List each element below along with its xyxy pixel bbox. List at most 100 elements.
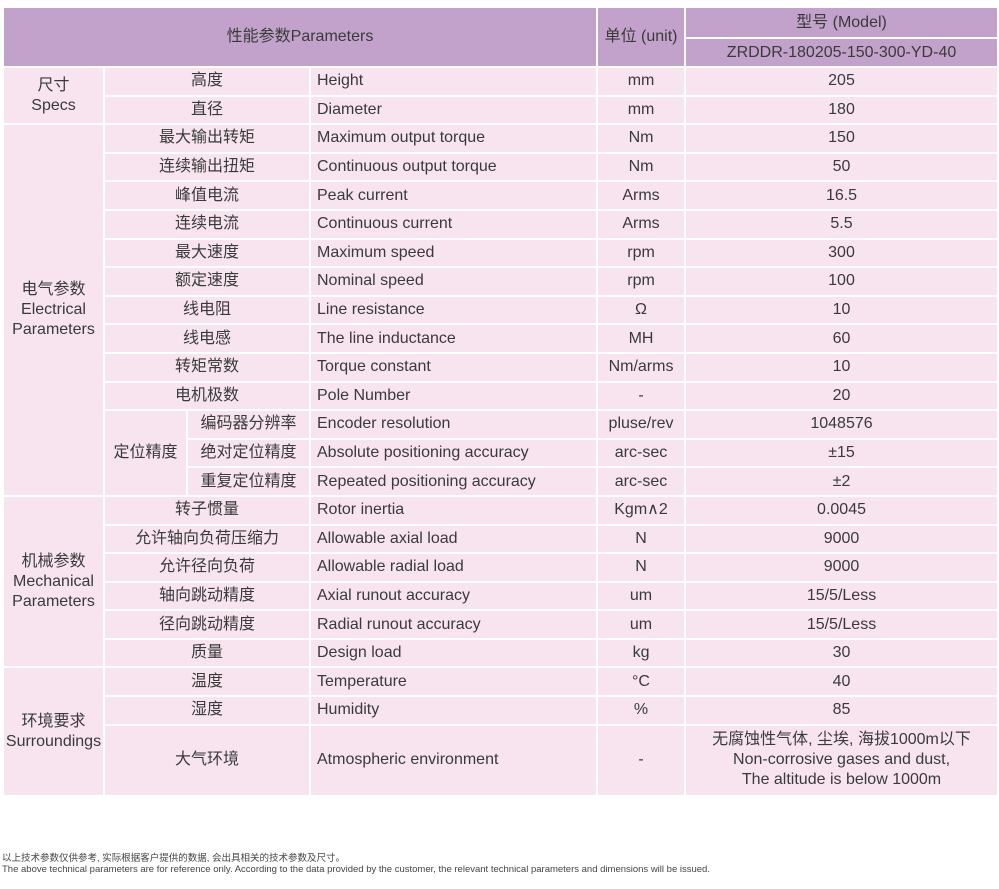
unit: - — [596, 380, 687, 412]
group-label-en: Electrical Parameters — [12, 301, 95, 339]
param-cn: 允许径向负荷 — [103, 552, 311, 583]
table-row: 湿度 Humidity% 85 — [3, 695, 999, 726]
value: 150 — [684, 123, 999, 154]
param-cn: 温度 — [103, 666, 311, 698]
param-cn: 湿度 — [103, 695, 311, 726]
param-en: Nominal speed — [308, 266, 599, 297]
param-en: Design load — [308, 637, 599, 669]
unit: MH — [596, 323, 687, 354]
table-row: 连续输出扭矩 Continuous output torque Nm 50 — [3, 151, 999, 183]
param-en: Encoder resolution — [308, 409, 599, 440]
param-en: Continuous output torque — [308, 151, 599, 183]
unit: Nm — [596, 151, 687, 183]
table-row: 机械参数 Mechanical Parameters 转子惯量 Rotor inert… — [2, 494, 999, 669]
group-label: 机械参数 Mechanical Parameters — [2, 494, 105, 669]
unit: kg — [596, 637, 687, 669]
param-cn: 额定速度 — [103, 266, 311, 297]
table-row: 环境要求 Surroundings 温度 Temperature °C 40 — [2, 666, 999, 797]
param-cn: 轴向跳动精度 — [103, 580, 311, 612]
group-label: 环境要求 Surroundings — [2, 666, 105, 797]
value: 16.5 — [684, 180, 999, 211]
param-en: Atmospheric environment — [308, 723, 599, 797]
table-row: 连续电流 Continuous current Arms 5.5 — [3, 208, 999, 240]
value: 10 — [684, 294, 999, 326]
table-row: 直径 Diameter mm 180 — [3, 94, 999, 126]
value: 20 — [684, 380, 999, 412]
spec-table-body: 尺寸 Specs 高度 Height mm 205 直径 Diameter mm 180 电气参数 E… — [2, 65, 999, 797]
table-row: 峰值电流 Peak current Arms 16.5 — [3, 180, 999, 211]
param-cn: 电机极数 — [103, 380, 311, 412]
model-number: ZRDDR-180205-150-300-YD-40 — [684, 37, 999, 68]
group-label-en: Surroundings — [5, 732, 102, 750]
group-label-en: Mechanical Parameters — [12, 572, 95, 610]
param-en: Temperature — [308, 666, 599, 698]
param-en: Absolute positioning accuracy — [308, 437, 599, 469]
value: 60 — [684, 323, 999, 354]
table-row: 轴向跳动精度 Axial runout accuracy um 15/5/Less — [3, 580, 999, 612]
value: 1048576 — [684, 409, 999, 440]
unit: - — [596, 723, 687, 797]
param-cn: 线电感 — [103, 323, 311, 354]
unit: arc-sec — [596, 466, 687, 497]
unit: arc-sec — [596, 437, 687, 469]
footer-note-en: The above technical parameters are for r… — [2, 864, 710, 875]
footer-note-cn: 以上技术参数仅供参考, 实际根据客户提供的数据, 会出具相关的技术参数及尺寸。 — [2, 853, 346, 864]
param-en: Axial runout accuracy — [308, 580, 599, 612]
unit: Nm — [596, 123, 687, 154]
value: 10 — [684, 351, 999, 383]
param-en: Diameter — [308, 94, 599, 126]
param-cn: 转矩常数 — [103, 351, 311, 383]
unit: Arms — [596, 208, 687, 240]
group-label-cn: 环境要求 — [21, 712, 86, 730]
value: 180 — [684, 94, 999, 126]
param-cn: 转子惯量 — [103, 494, 311, 526]
table-row: 质量 Design load kg 30 — [3, 637, 999, 669]
group-label-en: Specs — [31, 96, 76, 114]
value: 300 — [684, 237, 999, 269]
value: ±2 — [684, 466, 999, 497]
param-cn: 连续输出扭矩 — [103, 151, 311, 183]
param-en: Maximum speed — [308, 237, 599, 269]
value: 0.0045 — [684, 494, 999, 526]
param-cn: 编码器分辨率 — [186, 409, 311, 440]
param-cn: 允许轴向负荷压缩力 — [103, 523, 311, 555]
unit: rpm — [596, 237, 687, 269]
unit: um — [596, 609, 687, 640]
unit: N — [596, 552, 687, 583]
value: ±15 — [684, 437, 999, 469]
unit: N — [596, 523, 687, 555]
unit: pluse/rev — [596, 409, 687, 440]
param-cn: 最大速度 — [103, 237, 311, 269]
param-en: Continuous current — [308, 208, 599, 240]
table-row: 额定速度 Nominal speed rpm 100 — [3, 266, 999, 297]
unit: % — [596, 695, 687, 726]
value: 40 — [684, 666, 999, 698]
param-en: Repeated positioning accuracy — [308, 466, 599, 497]
table-row: 允许轴向负荷压缩力 Allowable axial load N 9000 — [3, 523, 999, 555]
unit: mm — [596, 94, 687, 126]
param-en: Pole Number — [308, 380, 599, 412]
table-row: 允许径向负荷 Allowable radial load N 9000 — [3, 552, 999, 583]
parameters-header: 性能参数Parameters — [1, 6, 599, 68]
param-en: Allowable axial load — [308, 523, 599, 555]
value: 100 — [684, 266, 999, 297]
group-label-cn: 机械参数 — [21, 552, 86, 570]
unit: Ω — [596, 294, 687, 326]
model-header: 型号 (Model) — [684, 6, 999, 39]
group-label: 尺寸 Specs — [2, 65, 105, 126]
param-en: Torque constant — [308, 351, 599, 383]
spec-table: 性能参数Parameters 单位 (unit) 型号 (Model) ZRDD… — [1, 6, 999, 797]
table-row: 线电感 The line inductance MH 60 — [3, 323, 999, 354]
group-label-cn: 电气参数 — [21, 281, 86, 299]
param-en: Peak current — [308, 180, 599, 211]
unit: Nm/arms — [596, 351, 687, 383]
value: 无腐蚀性气体, 尘埃, 海拔1000m以下 Non-corrosive gase… — [684, 723, 999, 797]
param-en: The line inductance — [308, 323, 599, 354]
param-cn: 线电阻 — [103, 294, 311, 326]
value: 5.5 — [684, 208, 999, 240]
subgroup-label: 定位精度 — [103, 409, 188, 497]
value: 85 — [684, 695, 999, 726]
param-cn: 径向跳动精度 — [103, 609, 311, 640]
param-en: Humidity — [308, 695, 599, 726]
value: 50 — [684, 151, 999, 183]
